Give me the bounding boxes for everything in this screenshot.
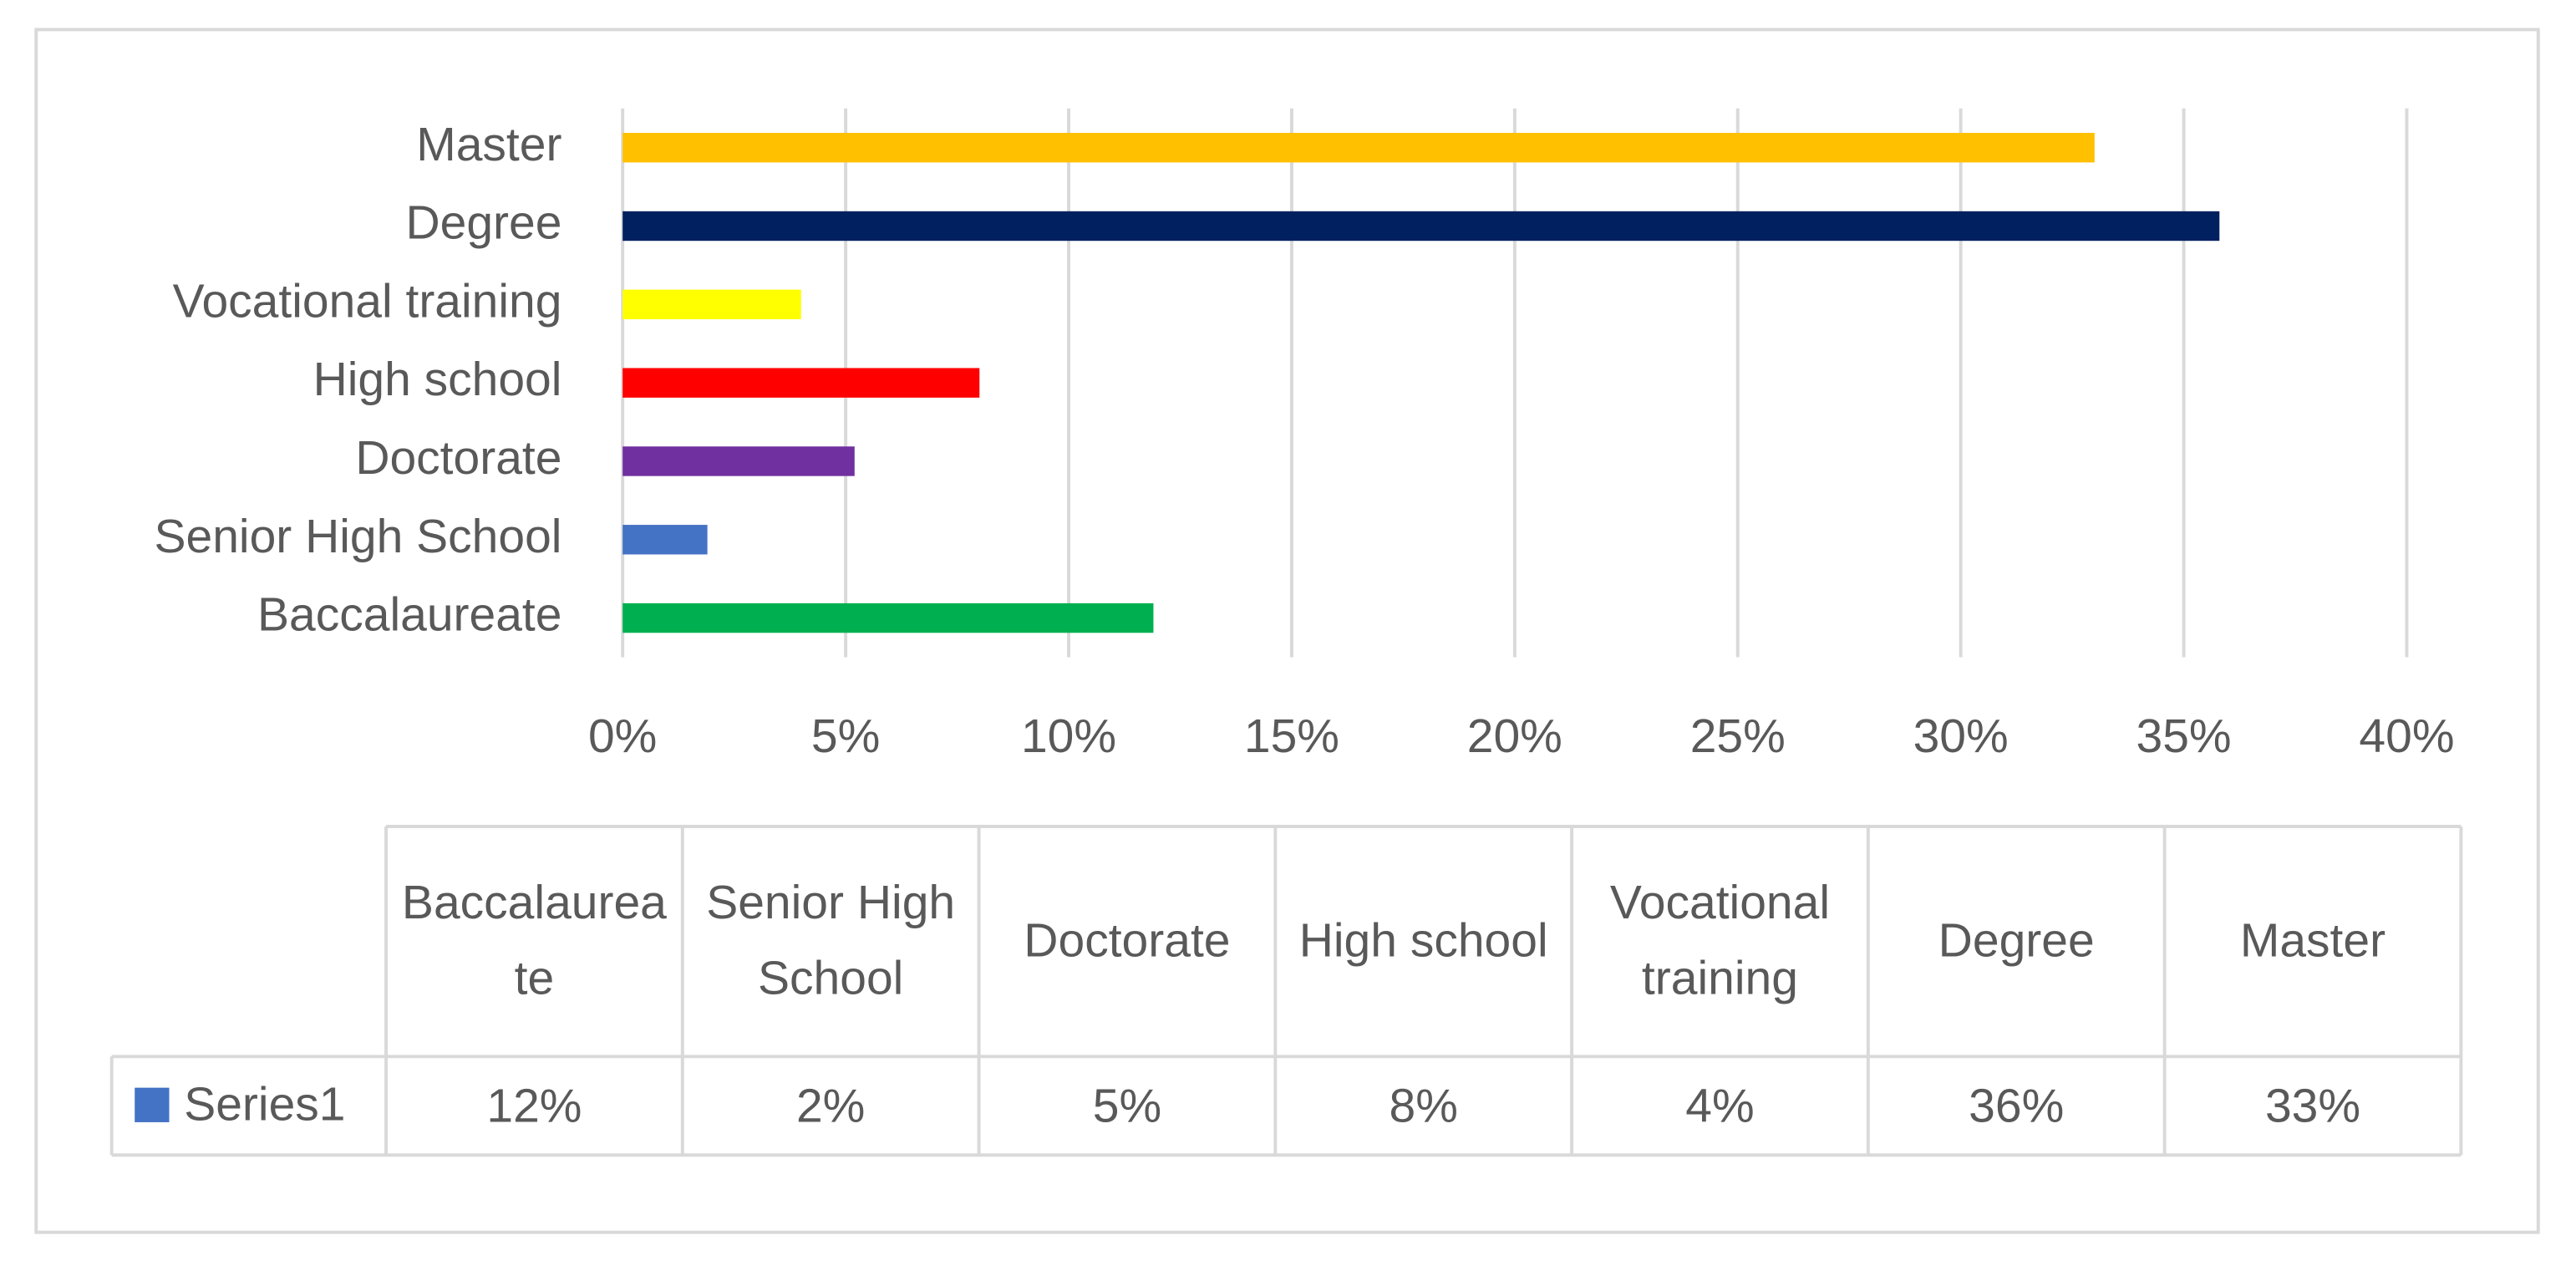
bar <box>622 289 801 320</box>
legend-label: Series1 <box>184 1077 345 1131</box>
table-header-cell: Degree <box>1938 915 2095 969</box>
table-header-text: Degree <box>1938 915 2095 969</box>
y-tick-label: Master <box>416 118 561 171</box>
x-tick-label: 10% <box>1021 709 1116 763</box>
bar <box>622 525 708 555</box>
table-header-text: Baccalaureate <box>401 877 667 1006</box>
y-tick-label: Vocational training <box>173 274 562 328</box>
x-tick-label: 20% <box>1467 709 1562 763</box>
y-tick-label: Senior High School <box>154 510 561 563</box>
table-value: 12% <box>486 1079 582 1132</box>
table-header-text: Master <box>2239 915 2386 969</box>
x-tick-label: 40% <box>2359 709 2454 763</box>
x-tick-label: 0% <box>588 709 657 763</box>
table-header-text: Senior High School <box>706 877 956 1006</box>
table-value: 5% <box>1093 1079 1161 1132</box>
table-header-text: Doctorate <box>1024 915 1231 969</box>
table-header-text: High school <box>1298 915 1548 969</box>
table-header-cell: High school <box>1298 915 1548 969</box>
x-tick-label: 15% <box>1244 709 1339 763</box>
table-header-cell: Master <box>2239 915 2386 969</box>
table-header-text: Vocational training <box>1609 877 1831 1006</box>
table-value: 4% <box>1685 1079 1754 1132</box>
bar <box>622 446 855 476</box>
y-tick-label: Baccalaureate <box>257 588 561 642</box>
x-tick-label: 25% <box>1690 709 1786 763</box>
table-header-cell: Baccalaureate <box>401 877 667 1006</box>
x-tick-label: 35% <box>2137 709 2232 763</box>
table-value: 8% <box>1390 1079 1458 1132</box>
table-header-cell: Doctorate <box>1024 915 1231 969</box>
table-value: 33% <box>2265 1079 2360 1132</box>
bar <box>622 368 980 398</box>
y-tick-label: Doctorate <box>355 431 561 485</box>
table-value: 36% <box>1969 1079 2064 1132</box>
y-tick-label: Degree <box>405 196 561 250</box>
x-tick-label: 5% <box>811 709 880 763</box>
y-tick-label: High school <box>313 353 562 406</box>
legend-key <box>135 1087 170 1122</box>
bar <box>622 133 2095 163</box>
bar <box>622 602 1154 633</box>
table-header-cell: Vocational training <box>1609 877 1831 1006</box>
table-header-cell: Senior High School <box>706 877 956 1006</box>
bar <box>622 211 2220 242</box>
table-value: 2% <box>796 1079 865 1132</box>
x-tick-label: 30% <box>1913 709 2009 763</box>
